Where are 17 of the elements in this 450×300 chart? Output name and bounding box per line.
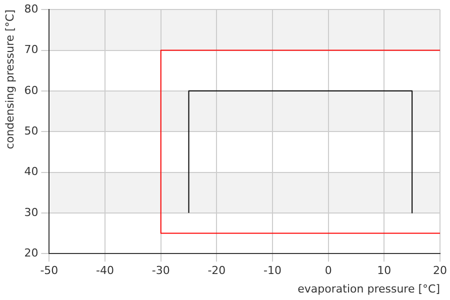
x-tick-label: -20 [208, 264, 226, 278]
y-tick-label: 30 [24, 206, 38, 219]
y-tick-label: 70 [24, 43, 38, 56]
y-tick-label: 40 [24, 165, 38, 178]
y-tick-label: 80 [24, 2, 38, 16]
x-tick-label: -10 [264, 264, 282, 278]
x-tick-label: 10 [377, 264, 392, 278]
y-axis-title: condensing pressure [°C] [3, 10, 16, 150]
y-tick-label: 60 [24, 84, 38, 97]
y-tick-label: 20 [24, 246, 38, 260]
x-tick-label: 20 [433, 264, 447, 278]
x-tick-label: -40 [96, 264, 114, 278]
x-tick-label: -30 [152, 264, 170, 278]
y-tick-label: 50 [24, 124, 38, 138]
x-tick-label: -50 [40, 264, 58, 278]
x-tick-label: 0 [324, 264, 332, 278]
x-axis-title: evaporation pressure [°C] [298, 282, 440, 296]
